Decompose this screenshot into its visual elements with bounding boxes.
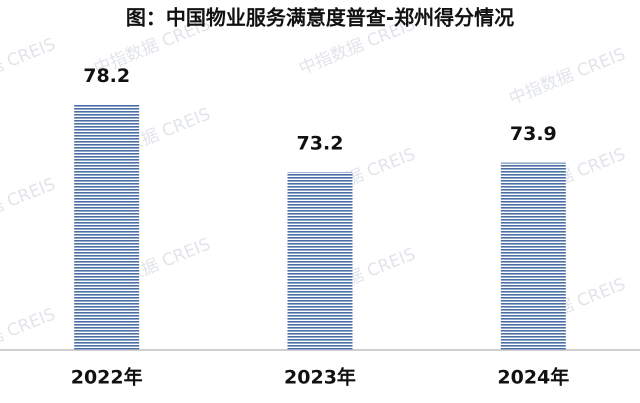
data-label: 73.9 [510, 123, 557, 145]
bar [500, 162, 566, 350]
watermark: 中指数据 CREIS [0, 34, 58, 99]
x-tick-label: 2024年 [497, 366, 569, 389]
chart-title: 图：中国物业服务满意度普查-郑州得分情况 [126, 6, 514, 30]
watermark: 中指数据 CREIS [0, 304, 58, 369]
watermark: 中指数据 CREIS [0, 174, 58, 239]
x-tick-label: 2023年 [284, 366, 356, 389]
bar [74, 104, 140, 351]
x-tick-label: 2022年 [71, 366, 143, 389]
watermark: 中指数据 CREIS [506, 44, 628, 109]
data-label: 78.2 [83, 65, 130, 87]
bar [287, 172, 353, 350]
data-label: 73.2 [297, 133, 344, 155]
